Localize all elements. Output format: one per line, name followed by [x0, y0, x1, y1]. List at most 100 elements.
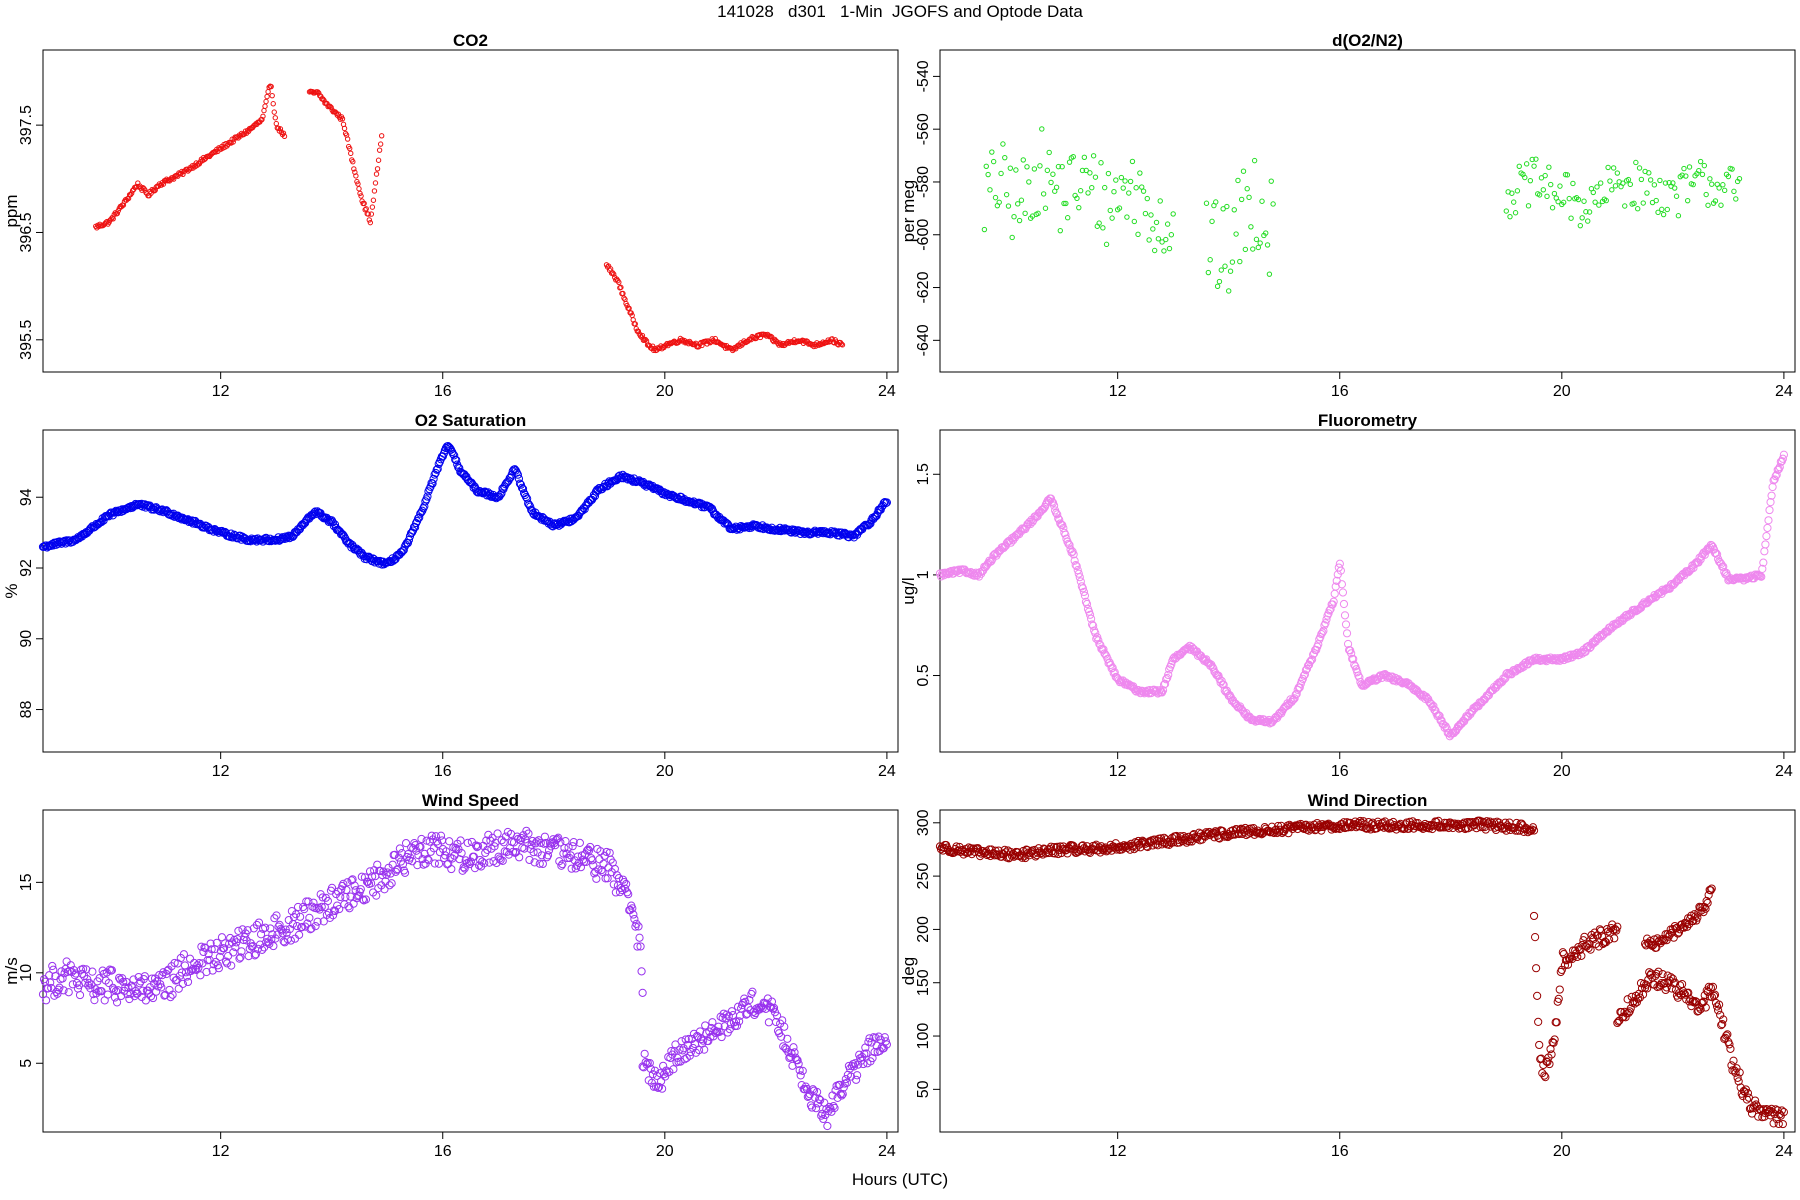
data-point	[1266, 271, 1273, 277]
data-point	[1712, 198, 1719, 204]
data-point	[1005, 203, 1012, 209]
data-point	[292, 921, 302, 931]
data-point	[373, 171, 380, 177]
data-point	[1016, 217, 1023, 224]
data-point	[1442, 724, 1451, 733]
data-point	[1655, 209, 1661, 216]
data-point	[1144, 195, 1150, 202]
data-point	[259, 116, 265, 123]
data-point	[1774, 1119, 1783, 1129]
data-point	[1077, 188, 1084, 194]
data-point	[1054, 514, 1063, 523]
data-point	[1164, 221, 1171, 227]
data-point	[1263, 717, 1272, 726]
plot-frame	[42, 429, 899, 753]
x-tick-label: 12	[1109, 763, 1127, 780]
data-point	[1568, 215, 1574, 221]
data-point	[1577, 222, 1584, 229]
data-point	[1214, 283, 1221, 290]
data-point	[1235, 177, 1241, 184]
data-point	[1720, 182, 1726, 188]
data-point	[1729, 166, 1735, 172]
data-point	[271, 109, 277, 115]
data-point	[1342, 629, 1352, 638]
data-point	[1237, 258, 1243, 265]
data-point	[801, 338, 808, 344]
panel-title: Wind Direction	[1308, 791, 1428, 810]
x-tick-label: 24	[1775, 763, 1793, 780]
data-point	[1105, 170, 1112, 177]
data-point	[1042, 205, 1049, 211]
data-point	[1610, 165, 1617, 171]
data-point	[277, 126, 284, 132]
data-point	[1078, 584, 1087, 593]
data-point	[1527, 177, 1534, 184]
data-point	[1562, 171, 1569, 178]
data-point	[1725, 173, 1732, 180]
data-point	[1240, 168, 1247, 174]
data-point	[1085, 610, 1095, 619]
data-point	[1242, 246, 1249, 253]
data-point	[1246, 194, 1252, 201]
data-point	[1155, 236, 1162, 242]
data-point	[639, 332, 646, 339]
data-point	[1081, 154, 1088, 160]
data-point	[1107, 207, 1113, 214]
data-point	[1164, 670, 1173, 680]
data-point	[1585, 218, 1591, 224]
data-point	[989, 551, 998, 560]
data-point	[1581, 198, 1587, 204]
data-point	[1264, 242, 1271, 248]
data-point	[1111, 189, 1117, 195]
x-axis-label: Hours (UTC)	[851, 1170, 949, 1189]
data-point	[1509, 190, 1515, 196]
data-point	[366, 217, 372, 223]
data-point	[262, 103, 268, 109]
data-point	[1633, 159, 1639, 166]
y-tick-label: -540	[915, 60, 932, 92]
y-axis-label: per meg	[899, 180, 918, 242]
data-point	[599, 859, 608, 868]
data-point	[41, 996, 51, 1005]
series-points	[38, 826, 891, 1131]
data-point	[618, 284, 624, 291]
data-point	[1103, 241, 1110, 248]
y-tick-label: 15	[18, 873, 35, 891]
x-tick-label: 24	[878, 1143, 896, 1160]
data-point	[983, 163, 989, 169]
data-point	[1255, 244, 1262, 251]
data-point	[1220, 206, 1226, 212]
data-point	[619, 878, 629, 887]
data-point	[1074, 195, 1080, 202]
data-point	[341, 125, 348, 132]
data-point	[1072, 561, 1081, 571]
data-point	[1216, 278, 1223, 285]
data-point	[355, 181, 361, 187]
x-tick-label: 20	[1553, 1143, 1571, 1160]
data-point	[1509, 665, 1518, 675]
data-point	[1157, 198, 1163, 204]
data-point	[1091, 628, 1100, 638]
data-point	[452, 455, 461, 465]
data-point	[127, 191, 134, 198]
data-point	[1053, 184, 1060, 191]
data-point	[1534, 1017, 1543, 1027]
y-tick-label: 300	[915, 809, 932, 836]
data-point	[1540, 187, 1547, 193]
data-point	[230, 139, 236, 145]
data-point	[1116, 205, 1123, 211]
series-points	[981, 126, 1743, 294]
panel-title: O2 Saturation	[415, 411, 526, 430]
data-point	[1533, 156, 1539, 162]
data-point	[1603, 197, 1609, 204]
x-tick-label: 24	[878, 383, 896, 400]
data-point	[103, 990, 112, 999]
data-point	[839, 342, 846, 348]
data-point	[998, 170, 1004, 177]
data-point	[368, 211, 375, 217]
data-point	[281, 133, 288, 140]
data-point	[1079, 587, 1089, 597]
data-point	[1631, 200, 1637, 207]
data-point	[269, 941, 278, 951]
data-point	[1703, 191, 1709, 198]
